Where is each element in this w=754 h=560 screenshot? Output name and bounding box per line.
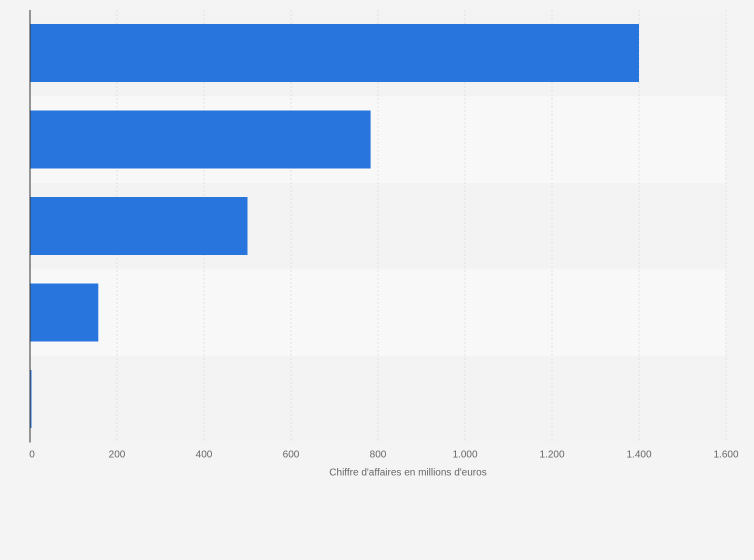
x-axis-title: Chiffre d'affaires en millions d'euros bbox=[329, 468, 486, 479]
x-tick-label: 400 bbox=[196, 450, 213, 461]
bar bbox=[30, 370, 32, 428]
bar bbox=[30, 283, 99, 342]
x-tick-label: 1.600 bbox=[713, 450, 738, 461]
x-tick-label: 600 bbox=[283, 450, 300, 461]
x-tick-label: 1.400 bbox=[626, 450, 651, 461]
bars bbox=[30, 24, 639, 428]
x-tick-label: 0 bbox=[29, 450, 35, 461]
x-tick-label: 1.200 bbox=[539, 450, 564, 461]
bar bbox=[30, 110, 371, 169]
x-tick-labels: 0 200 400 600 800 1.000 1.200 1.400 1.600 bbox=[29, 450, 739, 461]
x-tick-label: 800 bbox=[370, 450, 387, 461]
bar bbox=[30, 24, 639, 82]
x-tick-label: 1.000 bbox=[452, 450, 477, 461]
bar bbox=[30, 197, 248, 255]
x-tick-label: 200 bbox=[109, 450, 126, 461]
